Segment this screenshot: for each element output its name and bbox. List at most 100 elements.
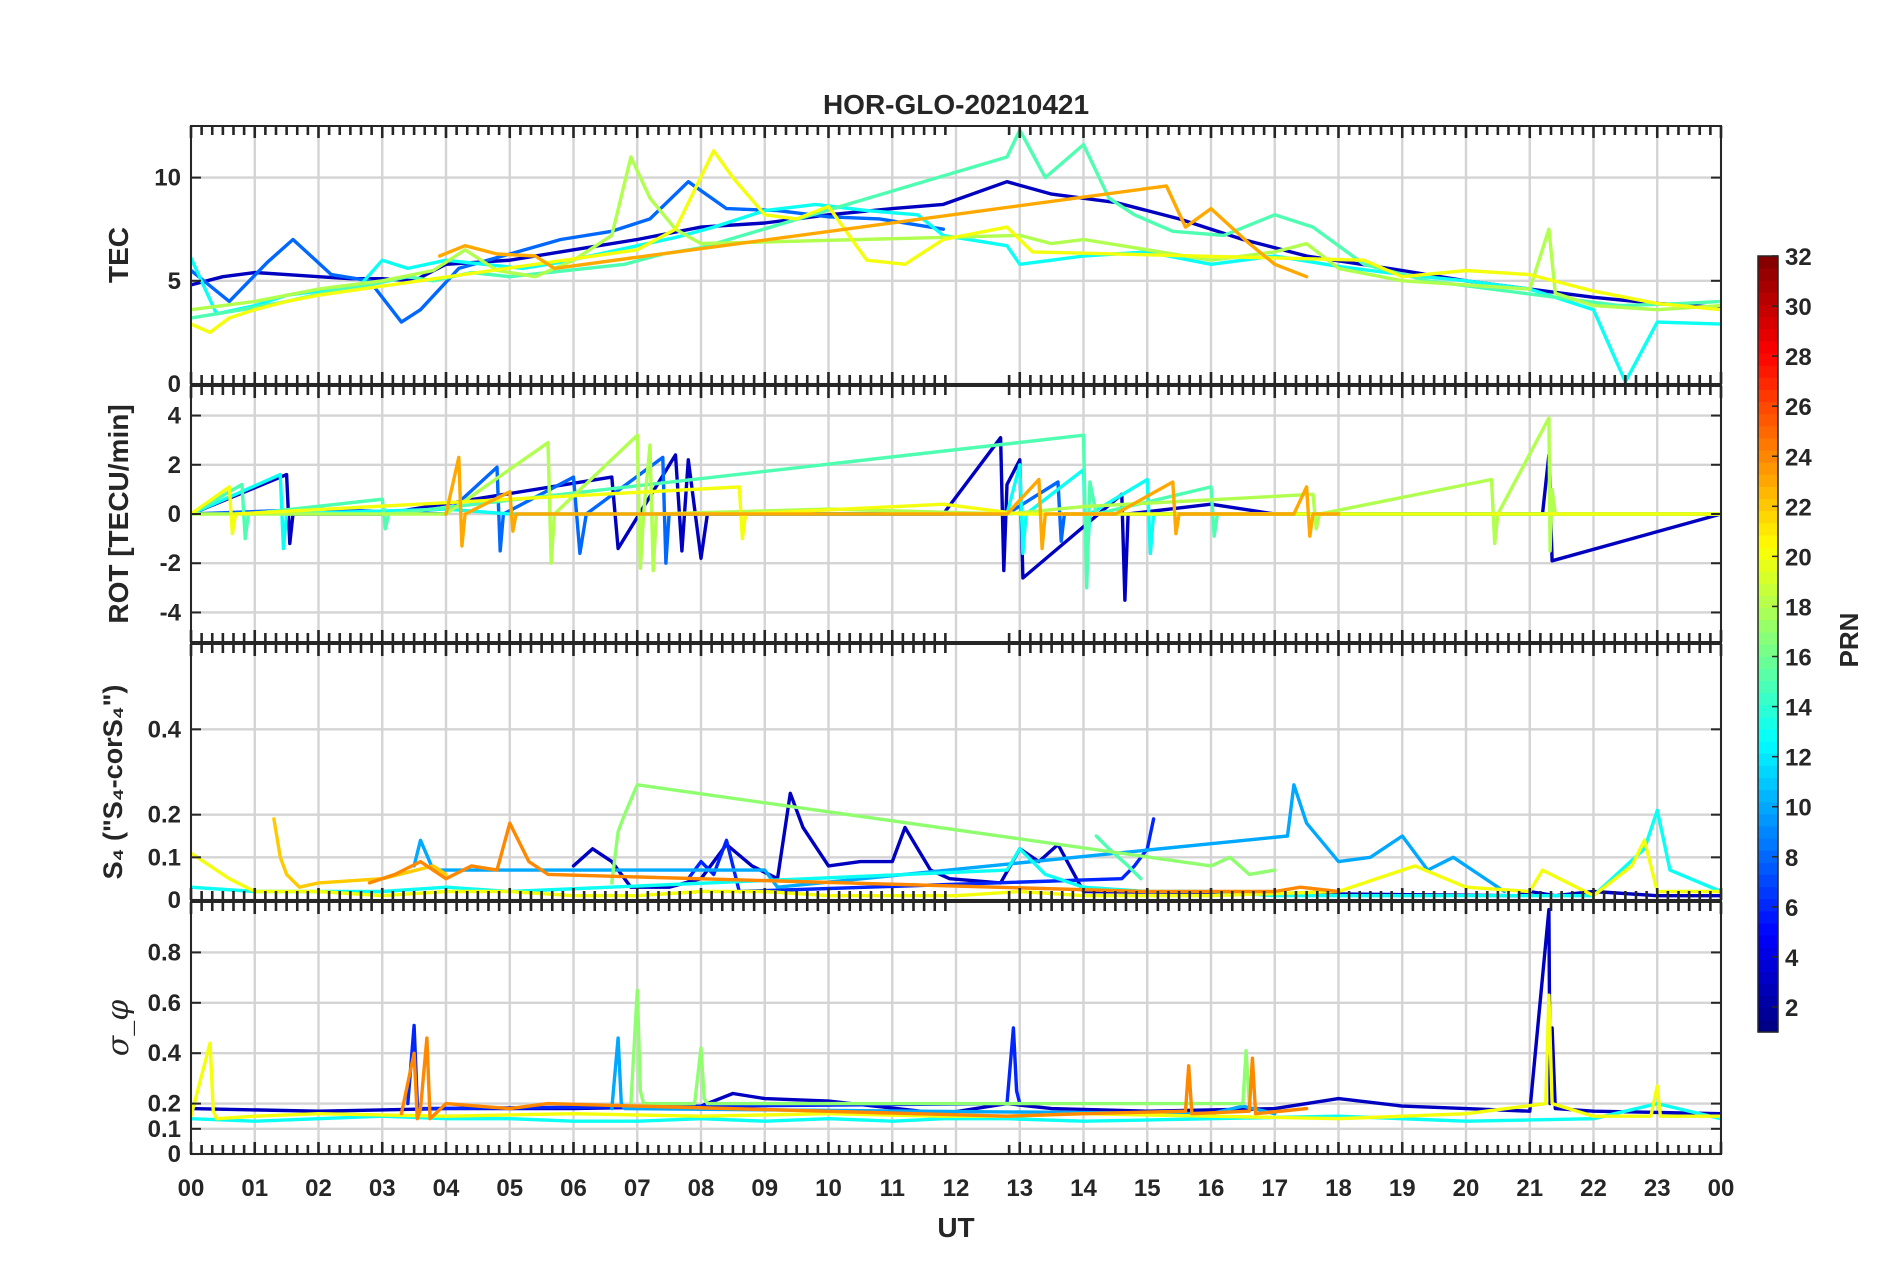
colorbar-frame bbox=[1757, 255, 1779, 1033]
sigma_phi-series-prn-24 bbox=[399, 1036, 1309, 1121]
colorbar-segment bbox=[1758, 377, 1778, 390]
colorbar-segment bbox=[1758, 304, 1778, 318]
x-tick-label: 12 bbox=[943, 1175, 970, 1202]
sigma_phi-y-tick-label: 0 bbox=[168, 1141, 181, 1168]
colorbar-segment bbox=[1758, 268, 1778, 281]
panel-s4: 0 0.1 0.2 0.4 S₄ ("S₄-corS₄") bbox=[98, 643, 1723, 914]
x-tick-label: 04 bbox=[433, 1175, 460, 1202]
sigma_phi-series-prn-17 bbox=[629, 988, 1252, 1106]
colorbar-tick-label: 26 bbox=[1785, 394, 1812, 421]
tec-series-prn-20 bbox=[191, 149, 1721, 335]
colorbar-label: PRN bbox=[1834, 613, 1864, 668]
colorbar-segment bbox=[1758, 595, 1778, 609]
x-axis-label: UT bbox=[937, 1212, 974, 1243]
colorbar-segment bbox=[1758, 753, 1778, 766]
tec-series-prn-23 bbox=[437, 184, 1309, 279]
colorbar-segment bbox=[1758, 256, 1778, 269]
sigma_phi-y-axis-label: σ_φ bbox=[101, 1000, 136, 1056]
panel-sigma-phi: 00.10.2 0.4 0.6 0.8 σ_φ bbox=[101, 901, 1723, 1168]
colorbar-segment bbox=[1758, 922, 1778, 936]
colorbar-segment bbox=[1758, 1019, 1778, 1033]
tec-y-tick-label: 10 bbox=[154, 165, 181, 192]
panel-rot: -4 -2 0 2 4 ROT [TECU/min] bbox=[103, 385, 1723, 643]
sigma_phi-y-tick-label: 0.6 bbox=[148, 990, 181, 1017]
colorbar-tick-label: 24 bbox=[1785, 444, 1812, 471]
x-tick-label: 00 bbox=[1708, 1175, 1735, 1202]
panel-tec: 0 5 10 TEC bbox=[103, 125, 1723, 398]
colorbar-segment bbox=[1758, 583, 1778, 597]
colorbar-segment bbox=[1758, 389, 1778, 403]
sigma_phi-y-tick-label: 0.4 bbox=[148, 1040, 182, 1067]
sigma_phi-y-tick-label: 0.1 bbox=[148, 1116, 181, 1143]
sigma_phi-y-tick-label: 0.8 bbox=[148, 939, 181, 966]
colorbar-segment bbox=[1758, 316, 1778, 330]
rot-y-tick-label: 0 bbox=[168, 501, 181, 528]
colorbar-segment bbox=[1758, 425, 1778, 439]
rot-series-prn-15 bbox=[191, 433, 1721, 590]
colorbar-segment bbox=[1758, 765, 1778, 778]
x-tick-label: 16 bbox=[1198, 1175, 1225, 1202]
colorbar-tick-label: 14 bbox=[1785, 695, 1812, 722]
colorbar-tick-label: 10 bbox=[1785, 795, 1812, 822]
colorbar-segment bbox=[1758, 534, 1778, 548]
colorbar-tick-label: 16 bbox=[1785, 645, 1812, 672]
colorbar-tick-label: 2 bbox=[1785, 995, 1798, 1022]
colorbar-tick-label: 20 bbox=[1785, 544, 1812, 571]
sigma_phi-series-prn-6 bbox=[406, 1023, 1022, 1111]
colorbar-segment bbox=[1758, 971, 1778, 985]
colorbar-segment bbox=[1758, 862, 1778, 875]
colorbar-segment bbox=[1758, 510, 1778, 524]
x-tick-label: 10 bbox=[815, 1175, 842, 1202]
colorbar-segment bbox=[1758, 547, 1778, 560]
rot-series-prn-23 bbox=[444, 455, 1341, 551]
s4-series-prn-22 bbox=[272, 817, 448, 889]
colorbar-tick-label: 28 bbox=[1785, 344, 1812, 371]
x-tick-label: 01 bbox=[241, 1175, 268, 1202]
x-axis-tick-labels: 00 01 02 03 04 05 06 07 08 09 10 11 12 13 14 15 16 17 18 19… bbox=[178, 1175, 1735, 1202]
colorbar-segment bbox=[1758, 522, 1778, 536]
colorbar-segment bbox=[1758, 935, 1778, 948]
colorbar-segment bbox=[1758, 838, 1778, 851]
colorbar-segment bbox=[1758, 789, 1778, 803]
x-tick-label: 11 bbox=[880, 1175, 905, 1202]
colorbar-segment bbox=[1758, 825, 1778, 839]
colorbar-segment bbox=[1758, 498, 1778, 512]
x-tick-label: 00 bbox=[178, 1175, 205, 1202]
colorbar-segment bbox=[1758, 450, 1778, 463]
colorbar-segment bbox=[1758, 340, 1778, 354]
colorbar-tick-label: 8 bbox=[1785, 845, 1798, 872]
colorbar-segment bbox=[1758, 1007, 1778, 1021]
sigma_phi-y-tick-label: 0.2 bbox=[148, 1091, 181, 1118]
s4-y-tick-label: 0.2 bbox=[148, 802, 181, 829]
colorbar-tick-label: 6 bbox=[1785, 895, 1798, 922]
colorbar-segment bbox=[1758, 437, 1778, 451]
sigma_phi-axes-box bbox=[190, 901, 1722, 1155]
colorbar-segment bbox=[1758, 801, 1778, 815]
colorbar-segment bbox=[1758, 571, 1778, 584]
colorbar-segment bbox=[1758, 898, 1778, 912]
colorbar-segment bbox=[1758, 959, 1778, 972]
colorbar-segment bbox=[1758, 947, 1778, 960]
colorbar-segment bbox=[1758, 401, 1778, 415]
s4-y-tick-label: 0 bbox=[168, 887, 181, 914]
colorbar-segment bbox=[1758, 280, 1778, 293]
sigma_phi-series-prn-10 bbox=[610, 1036, 1277, 1116]
colorbar-segment bbox=[1758, 631, 1778, 645]
x-tick-label: 14 bbox=[1070, 1175, 1097, 1202]
colorbar-segment bbox=[1758, 619, 1778, 633]
colorbar-segment bbox=[1758, 741, 1778, 754]
x-tick-label: 20 bbox=[1453, 1175, 1480, 1202]
s4-axes-box bbox=[190, 643, 1722, 901]
x-tick-label: 21 bbox=[1516, 1175, 1543, 1202]
colorbar-tick-label: 18 bbox=[1785, 594, 1812, 621]
colorbar-segment bbox=[1758, 983, 1778, 997]
tec-y-tick-label: 0 bbox=[168, 371, 181, 398]
x-tick-label: 22 bbox=[1580, 1175, 1607, 1202]
x-tick-label: 08 bbox=[688, 1175, 715, 1202]
x-tick-label: 09 bbox=[751, 1175, 778, 1202]
colorbar-segment bbox=[1758, 656, 1778, 669]
x-tick-label: 07 bbox=[624, 1175, 651, 1202]
colorbar-segment bbox=[1758, 607, 1778, 621]
tec-y-axis-label: TEC bbox=[103, 227, 134, 283]
